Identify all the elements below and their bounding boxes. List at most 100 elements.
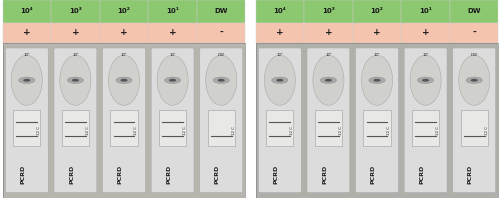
Bar xyxy=(304,0,353,23)
Bar xyxy=(256,43,498,198)
FancyBboxPatch shape xyxy=(200,48,242,193)
Text: PCRD: PCRD xyxy=(118,165,123,184)
Text: 10¹: 10¹ xyxy=(166,8,179,14)
Bar xyxy=(450,23,498,43)
Circle shape xyxy=(116,77,132,83)
Bar xyxy=(148,0,197,23)
Ellipse shape xyxy=(205,55,237,105)
FancyBboxPatch shape xyxy=(453,48,495,193)
Text: 12 C: 12 C xyxy=(86,126,90,135)
Text: 10¹: 10¹ xyxy=(422,53,429,57)
Text: PCRD: PCRD xyxy=(69,165,74,184)
Text: 10³: 10³ xyxy=(72,53,79,57)
FancyBboxPatch shape xyxy=(103,48,145,193)
Bar xyxy=(401,23,450,43)
Text: 12 C: 12 C xyxy=(37,126,41,135)
Bar xyxy=(412,110,439,146)
Bar xyxy=(13,110,41,146)
Text: 10²: 10² xyxy=(371,8,383,14)
Text: 12 C: 12 C xyxy=(339,126,343,135)
Bar xyxy=(207,110,235,146)
Circle shape xyxy=(23,79,31,82)
Text: +: + xyxy=(169,28,176,37)
Circle shape xyxy=(466,77,482,83)
Bar xyxy=(3,0,51,23)
Text: PCRD: PCRD xyxy=(468,165,473,184)
Bar xyxy=(460,110,488,146)
Text: 10²: 10² xyxy=(374,53,380,57)
FancyBboxPatch shape xyxy=(259,48,301,193)
Text: 12 C: 12 C xyxy=(134,126,138,135)
Text: PCRD: PCRD xyxy=(274,165,279,184)
Text: 12 C: 12 C xyxy=(290,126,294,135)
Ellipse shape xyxy=(11,55,43,105)
Circle shape xyxy=(169,79,176,82)
Bar xyxy=(353,23,401,43)
Bar xyxy=(3,43,245,198)
Text: 12 C: 12 C xyxy=(183,126,187,135)
Text: 12 C: 12 C xyxy=(387,126,391,135)
Bar xyxy=(62,110,89,146)
Text: DW: DW xyxy=(214,8,228,14)
Text: 10⁴: 10⁴ xyxy=(21,8,33,14)
Ellipse shape xyxy=(458,55,490,105)
Text: PCRD: PCRD xyxy=(166,165,171,184)
Text: 10³: 10³ xyxy=(69,8,82,14)
Ellipse shape xyxy=(157,55,188,105)
Bar xyxy=(110,110,138,146)
Bar xyxy=(401,0,450,23)
Bar xyxy=(100,0,148,23)
Ellipse shape xyxy=(313,55,344,105)
Text: PCRD: PCRD xyxy=(419,165,424,184)
Text: 10³: 10³ xyxy=(322,8,335,14)
Bar xyxy=(3,43,245,198)
Text: +: + xyxy=(325,28,332,37)
Text: 10⁴: 10⁴ xyxy=(277,53,283,57)
Bar xyxy=(256,0,304,23)
Text: +: + xyxy=(422,28,429,37)
Text: DW: DW xyxy=(471,53,477,57)
FancyBboxPatch shape xyxy=(151,48,194,193)
Bar xyxy=(159,110,186,146)
Ellipse shape xyxy=(410,55,441,105)
Text: 10²: 10² xyxy=(118,8,130,14)
Circle shape xyxy=(422,79,429,82)
Circle shape xyxy=(373,79,381,82)
Circle shape xyxy=(213,77,229,83)
Text: DW: DW xyxy=(218,53,224,57)
Circle shape xyxy=(417,77,434,83)
Text: PCRD: PCRD xyxy=(215,165,220,184)
Bar xyxy=(304,23,353,43)
Bar xyxy=(363,110,391,146)
Text: PCRD: PCRD xyxy=(322,165,327,184)
Circle shape xyxy=(19,77,35,83)
Text: +: + xyxy=(120,28,128,37)
FancyBboxPatch shape xyxy=(404,48,447,193)
Text: +: + xyxy=(373,28,381,37)
FancyBboxPatch shape xyxy=(6,48,48,193)
Text: PCRD: PCRD xyxy=(371,165,376,184)
Bar xyxy=(315,110,342,146)
Bar xyxy=(256,23,304,43)
Text: +: + xyxy=(276,28,284,37)
Circle shape xyxy=(120,79,128,82)
Ellipse shape xyxy=(361,55,393,105)
Text: -: - xyxy=(219,28,223,37)
Ellipse shape xyxy=(108,55,140,105)
Bar xyxy=(51,0,100,23)
Text: 10⁴: 10⁴ xyxy=(274,8,286,14)
Bar xyxy=(148,23,197,43)
FancyBboxPatch shape xyxy=(54,48,97,193)
Text: 12 C: 12 C xyxy=(484,126,488,135)
Circle shape xyxy=(67,77,84,83)
Text: 10⁴: 10⁴ xyxy=(24,53,30,57)
Bar xyxy=(3,23,51,43)
Bar xyxy=(353,0,401,23)
Text: 10¹: 10¹ xyxy=(419,8,432,14)
Bar xyxy=(100,23,148,43)
Circle shape xyxy=(217,79,225,82)
Text: 12 C: 12 C xyxy=(231,126,235,135)
Text: 10³: 10³ xyxy=(325,53,332,57)
Text: 12 C: 12 C xyxy=(436,126,440,135)
Text: +: + xyxy=(23,28,31,37)
